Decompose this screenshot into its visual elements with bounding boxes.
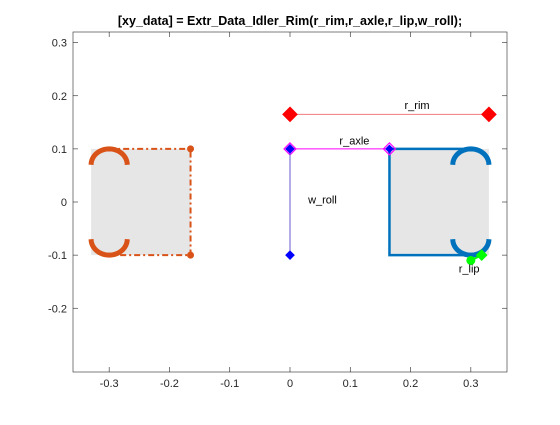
y-tick-label: 0.2: [52, 91, 67, 103]
right-lip-arc-top: [450, 146, 492, 165]
y-tick-label: 0.1: [52, 144, 67, 156]
rim-fill-left: [91, 148, 191, 256]
left-corner-marker-top: [187, 145, 195, 153]
annotation-r-axle: r_axle: [339, 136, 369, 148]
x-tick-label: -0.1: [220, 378, 239, 390]
left-lip-arc-top: [88, 146, 130, 165]
chart-title: [xy_data] = Extr_Data_Idler_Rim(r_rim,r_…: [118, 14, 462, 28]
annotation-w-roll: w_roll: [307, 195, 337, 207]
y-tick-label: 0.3: [52, 38, 67, 50]
y-tick-label: 0: [61, 197, 67, 209]
x-tick-label: -0.3: [100, 378, 119, 390]
w-roll-marker-top: [285, 144, 295, 154]
left-outline: [109, 147, 192, 257]
left-corner-marker-bottom: [187, 251, 195, 259]
w-roll-marker-bottom: [285, 250, 295, 260]
r-rim-marker-start: [282, 106, 298, 123]
axle-corner-marker: [385, 144, 394, 154]
x-tick-label: 0.1: [343, 378, 358, 390]
x-tick-label: -0.2: [160, 378, 179, 390]
r-rim-marker-end: [481, 106, 497, 123]
axes: -0.3 -0.2 -0.1 0 0.1 0.2 0.3 -0.2 -0.1 0 0.1 0.2 0.3: [48, 31, 508, 390]
y-tick-label: -0.1: [48, 250, 67, 262]
plot-area: r_rim r_axle w_roll r_lip: [88, 100, 497, 276]
y-tick-label: -0.2: [48, 303, 67, 315]
annotation-r-rim: r_rim: [405, 100, 430, 112]
r-lip-marker-start: [466, 255, 476, 265]
left-lip-arc-bottom: [88, 239, 130, 258]
x-tick-label: 0.3: [463, 378, 478, 390]
x-tick-label: 0.2: [403, 378, 418, 390]
rim-fill-right: [389, 148, 489, 256]
right-lip-arc-bottom: [450, 239, 492, 258]
right-outline: [388, 147, 471, 257]
annotation-r-lip: r_lip: [459, 264, 480, 276]
r-axle-marker-end: [382, 142, 397, 156]
x-tick-label: 0: [287, 378, 293, 390]
r-lip-marker-end: [475, 249, 488, 261]
